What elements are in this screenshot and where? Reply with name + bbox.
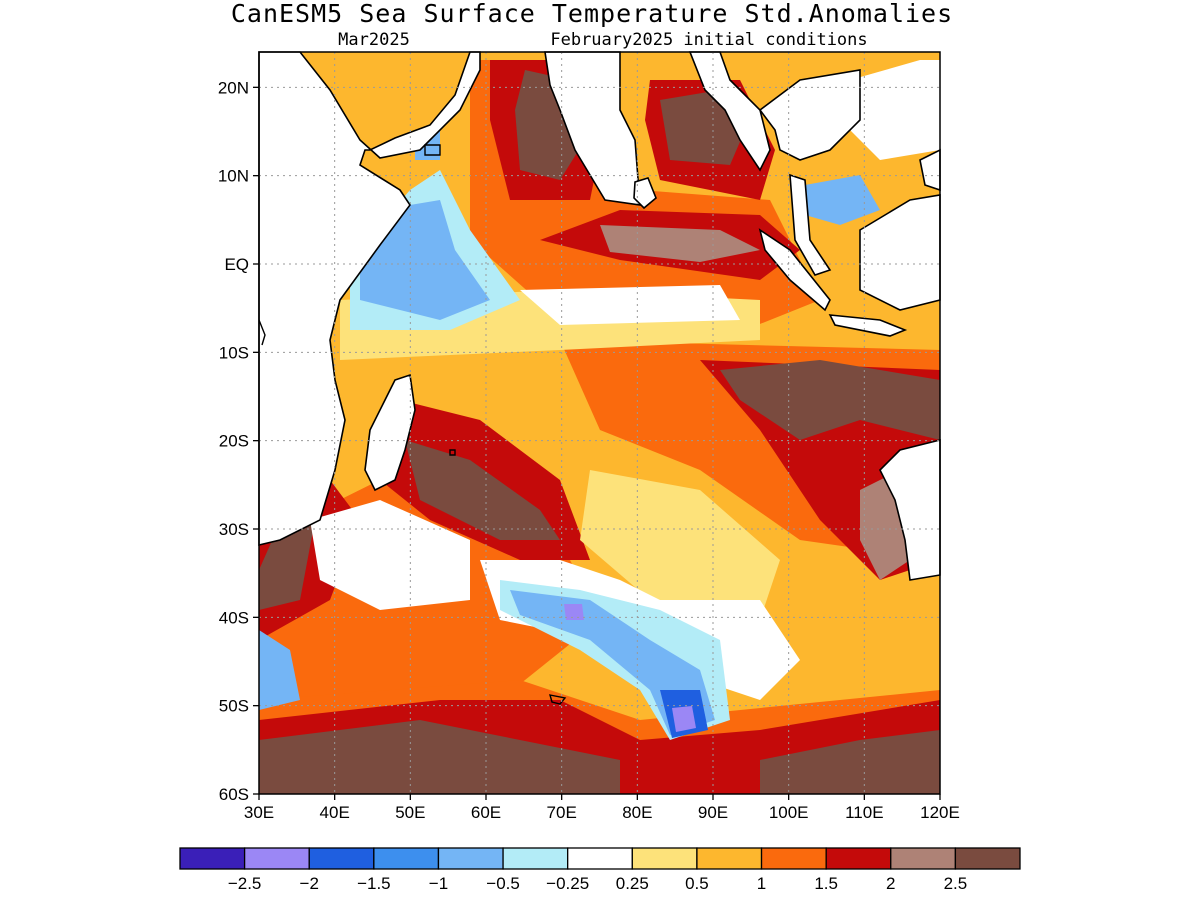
colorbar-swatch [825,847,892,870]
lat-tick-label: 20S [219,432,249,451]
land-socotra [424,144,441,156]
lon-tick-label: 40E [320,803,350,822]
anomaly-region-somali-cool [360,200,490,320]
lon-tick-label: 100E [769,803,809,822]
land-malay-peninsula [789,173,832,276]
lat-tick-label: 10S [219,343,249,362]
land-sumatra [758,228,831,312]
colorbar-swatch [502,847,569,870]
land-java [828,314,908,337]
lat-tick-label: EQ [224,255,249,274]
anomaly-region-south-china-white [840,60,940,160]
colorbar-label: 2 [886,874,895,893]
colorbar-label: 1.5 [814,874,838,893]
lat-tick-label: 60S [219,785,249,804]
lon-tick-label: 50E [395,803,425,822]
anomaly-region-central-neutral [580,470,780,620]
anomaly-region-southeast-peak [760,730,940,794]
colorbar-label: −2.5 [228,874,262,893]
anomaly-region-southern-peak [672,706,696,732]
anomaly-region-west-white [310,500,470,610]
colorbar-swatch [243,847,310,870]
colorbar-label: −0.5 [486,874,520,893]
colorbar-label: 1 [757,874,766,893]
sst-anomaly-field [259,52,940,794]
colorbar-swatch [437,847,504,870]
land-sri-lanka [633,177,657,210]
longitude-axis: 30E 40E 50E 60E 70E 80E 90E 100E 110E 120E [244,794,960,822]
land-indochina [758,69,861,161]
lon-tick-label: 60E [471,803,501,822]
latitude-axis: 20N 10N EQ 10S 20S 30S 40S 50S 60S [218,78,259,804]
lon-tick-label: 90E [698,803,728,822]
anomaly-region-equatorial-white [520,285,740,325]
land-india-east [688,51,771,172]
colorbar-label: 2.5 [944,874,968,893]
colorbar-label: −1 [429,874,448,893]
colorbar: −2.5 −2 −1.5 −1 −0.5 −0.25 0.25 0.5 1 1.5 2 2.5 [179,847,1021,893]
lat-tick-label: 40S [219,608,249,627]
land-australia [879,438,941,581]
grid-lines [259,52,940,794]
land-mozambique-channel-coast [258,319,266,346]
plot-frame [258,51,941,795]
colorbar-swatch [179,847,246,870]
colorbar-swatch [631,847,698,870]
land-kerguelen [549,694,567,705]
colorbar-swatch [567,847,633,870]
anomaly-region-east-peak [720,360,940,440]
lat-tick-label: 50S [219,697,249,716]
initial-conditions: February2025 initial conditions [550,30,867,50]
lat-tick-label: 10N [218,167,249,186]
colorbar-label: 0.25 [616,874,649,893]
colorbar-swatch [308,847,375,870]
anomaly-region-madagascar-peak [405,440,560,540]
anomaly-region-south-china-cool [805,175,880,225]
lon-tick-label: 110E [845,803,883,822]
forecast-month: Mar2025 [338,30,410,50]
lon-tick-label: 80E [622,803,652,822]
island-outlines [258,144,567,705]
lat-tick-label: 20N [218,78,249,97]
land-india [544,51,641,206]
lon-tick-label: 120E [920,803,960,822]
colorbar-swatch [890,847,957,870]
land-madagascar [364,373,416,492]
colorbar-label: 0.5 [685,874,709,893]
colorbar-swatch [373,847,440,870]
colorbar-swatch [760,847,827,870]
land-mauritius [449,449,456,456]
colorbar-label: −2 [300,874,319,893]
anomaly-region-equatorial-peak [600,225,760,262]
lon-tick-label: 30E [244,803,274,822]
colorbar-swatch [696,847,763,870]
lon-tick-label: 70E [547,803,577,822]
lat-tick-label: 30S [219,520,249,539]
anomaly-region-mid-peak [564,604,584,620]
anomaly-region-west-cool [259,630,300,710]
colorbar-swatch [954,847,1021,870]
colorbar-label: −1.5 [357,874,391,893]
anomaly-region-south-peak [259,720,620,794]
map-title: CanESM5 Sea Surface Temperature Std.Anom… [231,0,953,28]
colorbar-label: −0.25 [546,874,589,893]
